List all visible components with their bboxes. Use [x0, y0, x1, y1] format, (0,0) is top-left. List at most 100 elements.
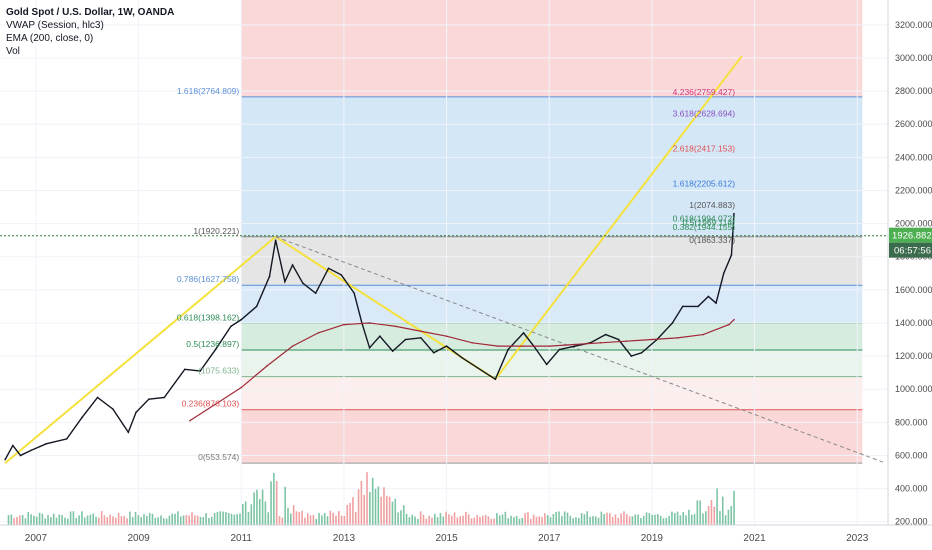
volume-bar	[126, 518, 128, 525]
x-tick-label: 2011	[230, 533, 252, 544]
volume-bar	[18, 515, 21, 525]
volume-bar	[315, 518, 318, 525]
volume-bar	[450, 515, 453, 525]
volume-bar	[239, 513, 241, 525]
price-point	[391, 350, 394, 352]
volume-bar	[290, 513, 292, 525]
volume-bar	[230, 513, 233, 525]
volume-bar	[346, 504, 349, 525]
price-point	[214, 348, 217, 351]
volume-bar	[501, 514, 504, 525]
volume-bar	[385, 495, 388, 525]
fib-zones	[241, 0, 863, 464]
ema-point	[240, 386, 243, 389]
volume-bar	[448, 514, 450, 525]
price-point	[112, 408, 114, 410]
volume-bar	[496, 513, 498, 525]
price-point	[291, 264, 294, 266]
volume-bar	[699, 500, 701, 525]
volume-bar	[98, 517, 100, 525]
volume-bar	[281, 517, 284, 525]
price-point	[558, 348, 561, 351]
fib-label-left: 1.618(2764.809)	[177, 86, 240, 96]
volume-bar	[236, 514, 238, 525]
volume-bar	[515, 515, 518, 525]
price-point	[445, 345, 448, 347]
volume-bar	[617, 517, 620, 525]
volume-bar	[52, 513, 55, 525]
volume-bar	[433, 513, 436, 525]
price-point	[461, 356, 463, 359]
volume-bar	[654, 514, 656, 525]
volume-bar	[456, 517, 459, 525]
volume-bar	[527, 512, 529, 525]
volume-bar	[702, 513, 704, 525]
ema-point	[189, 419, 191, 422]
volume-bar	[380, 496, 382, 525]
volume-bar	[120, 516, 123, 525]
volume-bar	[634, 514, 637, 525]
volume-bar	[665, 517, 668, 525]
volume-bar	[174, 513, 176, 525]
volume-bar	[546, 515, 549, 525]
volume-bar	[100, 511, 103, 525]
volume-bar	[171, 513, 174, 525]
volume-bar	[129, 511, 131, 525]
volume-bar	[422, 514, 425, 525]
volume-bar	[631, 516, 634, 525]
fib-label-right: 1(2074.883)	[689, 200, 735, 210]
volume-bar	[577, 517, 580, 525]
legend-vol[interactable]: Vol	[6, 46, 20, 57]
volume-bar	[671, 511, 673, 525]
legend-vwap[interactable]: VWAP (Session, hlc3)	[6, 20, 104, 31]
ema-point	[445, 335, 448, 337]
volume-bar	[544, 513, 546, 525]
volume-bar	[583, 514, 586, 525]
volume-bar	[476, 515, 478, 525]
volume-bar	[462, 515, 464, 525]
volume-bar	[202, 517, 205, 525]
volume-bar	[710, 499, 713, 525]
volume-bar	[552, 513, 555, 525]
trend-line-dashed	[275, 236, 884, 463]
volume-bar	[335, 515, 337, 525]
price-point	[327, 267, 330, 270]
volume-bar	[275, 481, 278, 525]
volume-bar	[383, 487, 385, 525]
volume-bar	[146, 515, 148, 525]
volume-bar	[247, 511, 250, 525]
ema-point	[394, 325, 397, 328]
fib-label-right: 3.618(2628.694)	[673, 108, 736, 118]
volume-bar	[411, 514, 414, 525]
volume-bar	[343, 516, 346, 525]
volume-bar	[38, 512, 41, 525]
volume-bar	[109, 514, 111, 525]
fib-zone-1	[241, 96, 863, 237]
volume-bar	[659, 515, 662, 525]
x-tick-label: 2023	[846, 533, 869, 544]
price-point	[671, 322, 674, 324]
price-point	[12, 444, 14, 447]
price-point	[148, 398, 150, 400]
volume-bar	[352, 497, 354, 525]
fib-label-left: 0(553.574)	[198, 452, 239, 462]
volume-bar	[210, 516, 213, 525]
volume-bar	[95, 516, 97, 525]
volume-bar	[222, 511, 224, 525]
y-tick-label: 1200.000	[895, 351, 932, 361]
volume-bar	[304, 517, 306, 525]
volume-bar	[623, 511, 625, 525]
volume-bar	[685, 515, 687, 525]
volume-bar	[569, 515, 572, 525]
legend-title: Gold Spot / U.S. Dollar, 1W, OANDA	[6, 7, 175, 18]
y-tick-label: 2000.000	[895, 219, 932, 229]
price-point	[404, 338, 407, 341]
volume-bar	[103, 515, 106, 525]
volume-bar	[30, 514, 32, 525]
legend-ema[interactable]: EMA (200, close, 0)	[6, 33, 94, 44]
volume-bar	[603, 514, 605, 525]
timer-badge	[889, 242, 932, 258]
volume-bar	[131, 517, 134, 525]
volume-bar	[61, 515, 63, 525]
